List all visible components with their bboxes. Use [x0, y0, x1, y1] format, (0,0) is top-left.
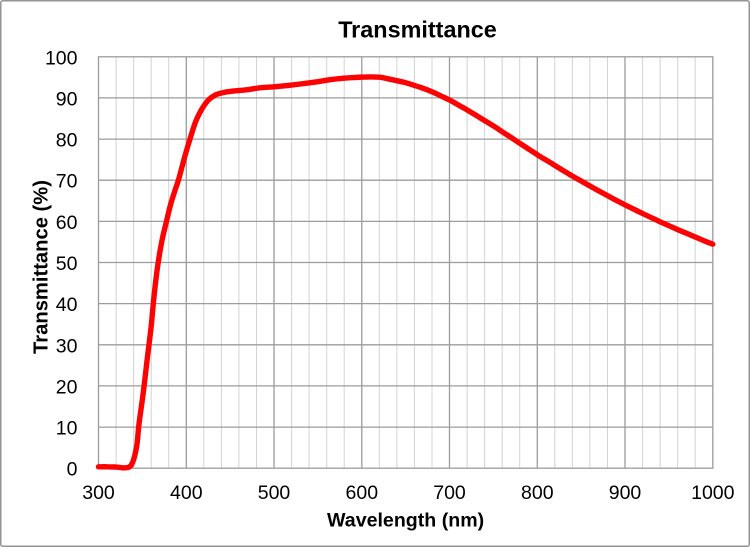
svg-text:0: 0: [67, 459, 78, 481]
svg-text:30: 30: [56, 335, 78, 357]
svg-text:60: 60: [56, 212, 78, 234]
svg-text:Wavelength (nm): Wavelength (nm): [327, 510, 484, 532]
svg-text:80: 80: [56, 130, 78, 152]
svg-text:70: 70: [56, 171, 78, 193]
svg-text:Transmittance (%): Transmittance (%): [31, 180, 53, 354]
svg-text:100: 100: [45, 47, 78, 69]
svg-text:50: 50: [56, 253, 78, 275]
svg-text:10: 10: [56, 418, 78, 440]
svg-text:900: 900: [609, 482, 642, 504]
svg-text:Transmittance: Transmittance: [338, 17, 497, 43]
svg-text:400: 400: [170, 482, 203, 504]
svg-text:90: 90: [56, 88, 78, 110]
svg-text:800: 800: [521, 482, 554, 504]
svg-text:20: 20: [56, 376, 78, 398]
svg-text:600: 600: [346, 482, 379, 504]
svg-text:40: 40: [56, 294, 78, 316]
svg-text:700: 700: [433, 482, 466, 504]
svg-text:1000: 1000: [691, 482, 735, 504]
svg-text:500: 500: [258, 482, 291, 504]
svg-text:300: 300: [82, 482, 115, 504]
